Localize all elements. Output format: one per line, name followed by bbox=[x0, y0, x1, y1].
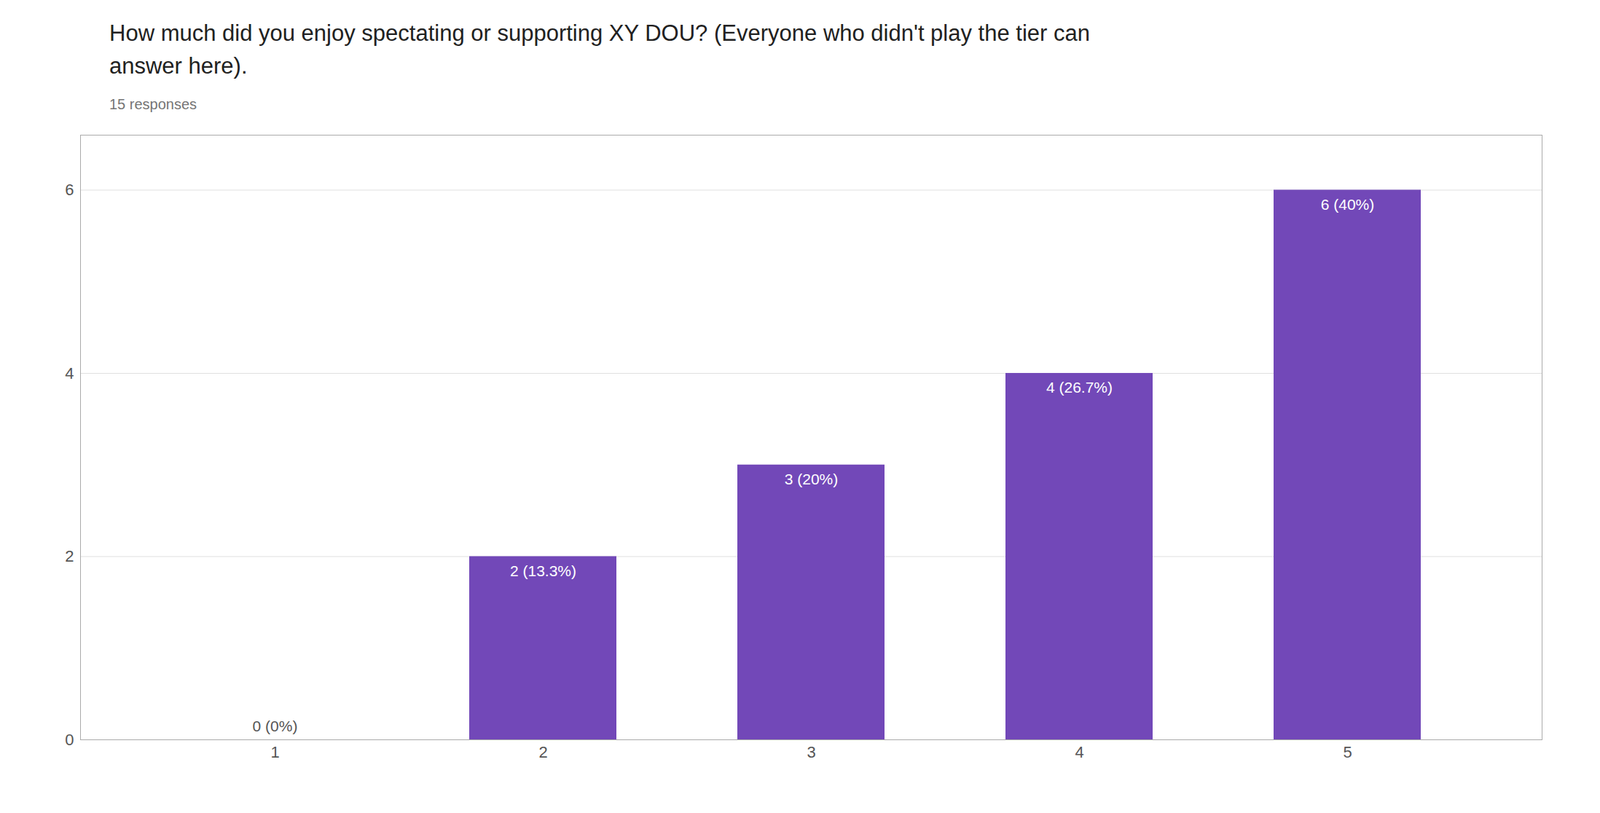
svg-text:6 (40%): 6 (40%) bbox=[1320, 195, 1375, 213]
svg-text:0: 0 bbox=[64, 730, 74, 749]
svg-text:2: 2 bbox=[64, 547, 74, 566]
svg-text:4: 4 bbox=[64, 363, 74, 382]
svg-text:1: 1 bbox=[270, 743, 280, 762]
svg-text:4 (26.7%): 4 (26.7%) bbox=[1046, 378, 1113, 396]
svg-text:6: 6 bbox=[64, 180, 74, 199]
svg-text:2 (13.3%): 2 (13.3%) bbox=[510, 562, 577, 580]
svg-text:0 (0%): 0 (0%) bbox=[252, 716, 298, 734]
svg-text:3 (20%): 3 (20%) bbox=[784, 470, 839, 488]
html-text:How much did you enjoy spectat: How much did you enjoy spectating or sup… bbox=[109, 20, 1090, 79]
svg-text:4: 4 bbox=[1074, 743, 1084, 762]
svg-text:3: 3 bbox=[806, 743, 816, 762]
svg-text:2: 2 bbox=[538, 743, 548, 762]
svg-text:5: 5 bbox=[1342, 743, 1352, 762]
html-text:15 responses: 15 responses bbox=[109, 96, 197, 113]
